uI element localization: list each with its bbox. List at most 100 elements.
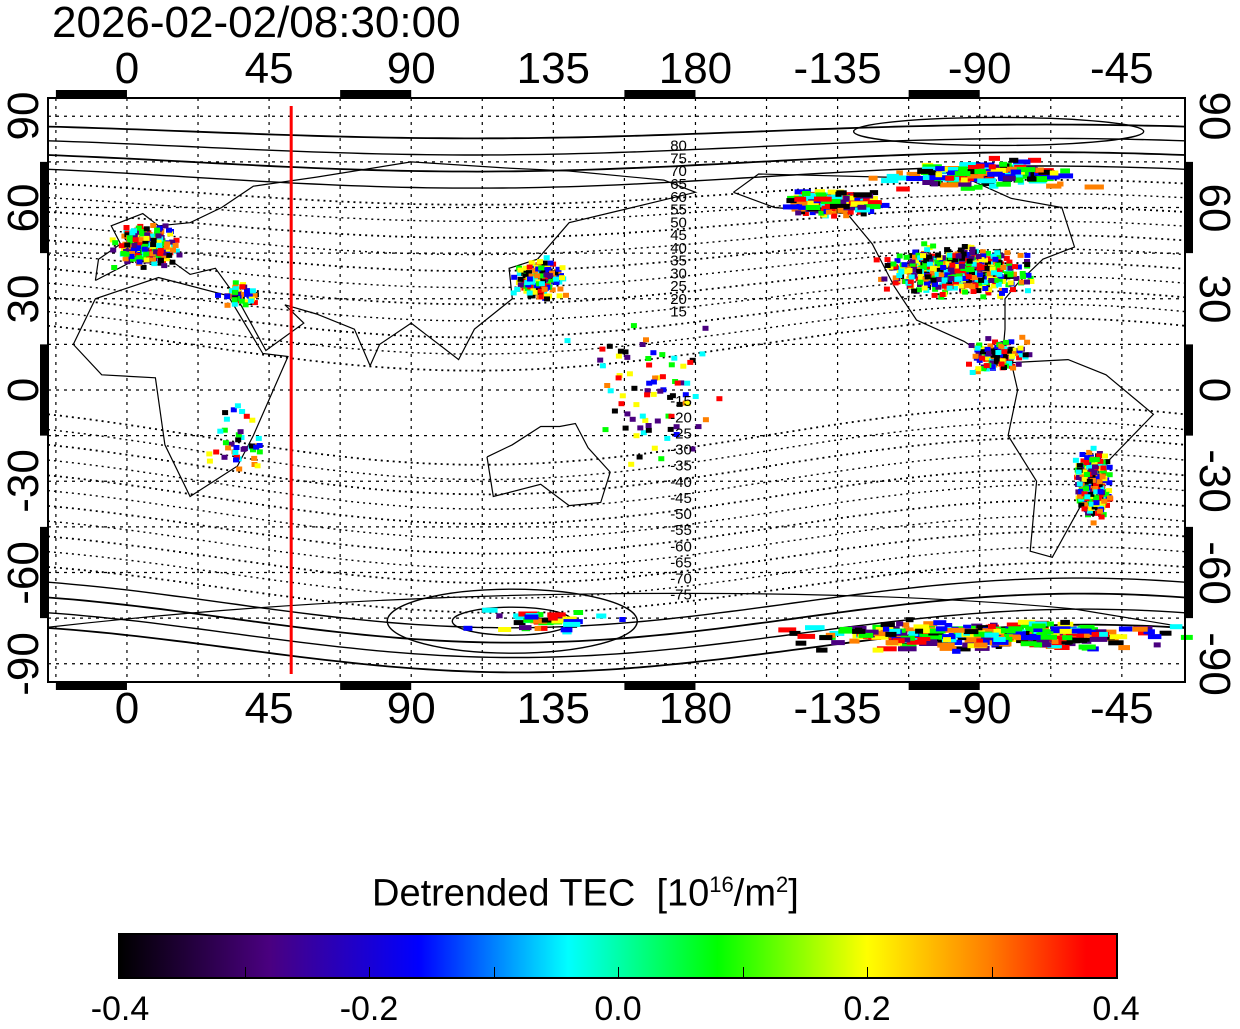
tec-data-point — [1081, 491, 1088, 497]
tec-data-point — [919, 628, 936, 634]
tec-data-point — [999, 628, 1008, 634]
tec-data-point — [1086, 449, 1093, 455]
magnetic-latitude-contour — [47, 530, 1186, 585]
tec-data-point — [150, 242, 157, 248]
tec-data-point — [941, 167, 959, 172]
tec-data-point — [992, 339, 998, 345]
tec-data-point — [517, 276, 524, 282]
tec-data-point — [973, 275, 980, 280]
tec-data-point — [802, 211, 809, 216]
tec-data-point — [699, 351, 706, 357]
tec-data-point — [142, 240, 149, 246]
tec-data-point — [617, 348, 624, 354]
tec-data-point — [1077, 493, 1084, 499]
tec-data-point — [922, 180, 935, 185]
tec-data-point — [657, 388, 664, 394]
tec-data-point — [882, 626, 890, 632]
tec-data-point — [965, 277, 972, 283]
tec-data-point — [239, 409, 246, 414]
tec-data-point — [164, 241, 171, 247]
tec-data-point — [956, 276, 963, 282]
tec-data-point — [237, 429, 244, 435]
tec-data-point — [976, 625, 988, 631]
tec-data-point — [1088, 491, 1095, 497]
tec-data-point — [977, 268, 984, 274]
tec-data-point — [978, 277, 985, 283]
tec-data-point — [1006, 259, 1013, 265]
tec-data-point — [988, 278, 995, 283]
tec-data-point — [875, 202, 890, 208]
tec-data-point — [522, 273, 529, 279]
tec-data-point — [948, 276, 955, 281]
tec-data-point — [206, 451, 213, 457]
tec-data-point — [869, 196, 878, 202]
tec-data-point — [994, 355, 1001, 361]
tec-data-point — [981, 170, 992, 176]
tec-data-point — [232, 450, 239, 455]
tec-data-point — [916, 268, 923, 274]
tec-data-point — [530, 288, 537, 294]
tec-data-point — [1059, 628, 1078, 634]
tec-data-point — [1100, 470, 1107, 476]
tec-data-point — [129, 230, 136, 236]
tec-data-point — [529, 279, 536, 285]
tec-data-point — [1091, 460, 1098, 465]
tec-data-point — [935, 166, 945, 172]
tec-data-point — [517, 282, 524, 288]
tec-data-point — [986, 271, 993, 277]
tec-data-point — [935, 172, 943, 178]
tec-data-point — [597, 357, 604, 363]
tec-data-point — [936, 277, 943, 282]
tec-data-point — [966, 637, 977, 643]
tec-data-point — [901, 262, 908, 268]
colorbar-tick-label: 0.0 — [594, 990, 642, 1028]
tec-data-point — [127, 239, 134, 245]
axis-bar-left — [40, 161, 48, 254]
tec-data-point — [654, 418, 661, 424]
tec-data-point — [923, 258, 930, 264]
magnetic-latitude-label: -30 — [670, 442, 692, 459]
tec-data-point — [843, 213, 850, 219]
tec-data-point — [960, 251, 967, 257]
left-lat-tick: -60 — [0, 540, 48, 605]
tec-data-point — [151, 261, 158, 267]
tec-data-point — [143, 257, 150, 263]
tec-data-point — [992, 256, 999, 262]
tec-data-point — [974, 642, 988, 648]
magnetic-latitude-label: -60 — [670, 538, 692, 555]
tec-data-point — [1072, 457, 1079, 463]
tec-data-point — [936, 267, 943, 273]
tec-data-point — [939, 645, 957, 651]
tec-data-point — [1093, 495, 1100, 501]
tec-data-point — [1100, 634, 1115, 640]
tec-data-point — [528, 260, 535, 266]
tec-data-point — [1094, 629, 1107, 635]
tec-data-point — [847, 195, 855, 201]
tec-data-point — [1099, 474, 1106, 480]
magnetic-latitude-label: 20 — [670, 291, 687, 308]
tec-data-point — [1021, 635, 1041, 640]
tec-data-point — [1106, 495, 1113, 501]
magnetic-latitude-contour — [47, 303, 1186, 355]
tec-data-point — [998, 361, 1005, 367]
tec-data-point — [236, 466, 243, 472]
tec-data-point — [173, 237, 180, 243]
tec-data-point — [989, 183, 999, 189]
tec-data-point — [1019, 352, 1025, 358]
tec-data-point — [849, 638, 860, 644]
tec-data-point — [516, 271, 523, 276]
right-lat-tick: 0 — [1190, 377, 1239, 403]
axis-bar-left — [40, 526, 48, 619]
tec-data-point — [980, 265, 987, 270]
tec-data-point — [951, 285, 958, 291]
tec-data-point — [646, 380, 653, 386]
tec-data-point — [549, 287, 556, 293]
tec-data-point — [1088, 505, 1095, 511]
tec-data-point — [1036, 638, 1050, 644]
tec-data-point — [498, 627, 512, 632]
tec-data-point — [954, 171, 971, 177]
tec-data-point — [1020, 641, 1037, 647]
tec-data-point — [990, 253, 997, 259]
colorbar-minor-tick — [493, 967, 495, 977]
tec-data-point — [530, 618, 542, 624]
